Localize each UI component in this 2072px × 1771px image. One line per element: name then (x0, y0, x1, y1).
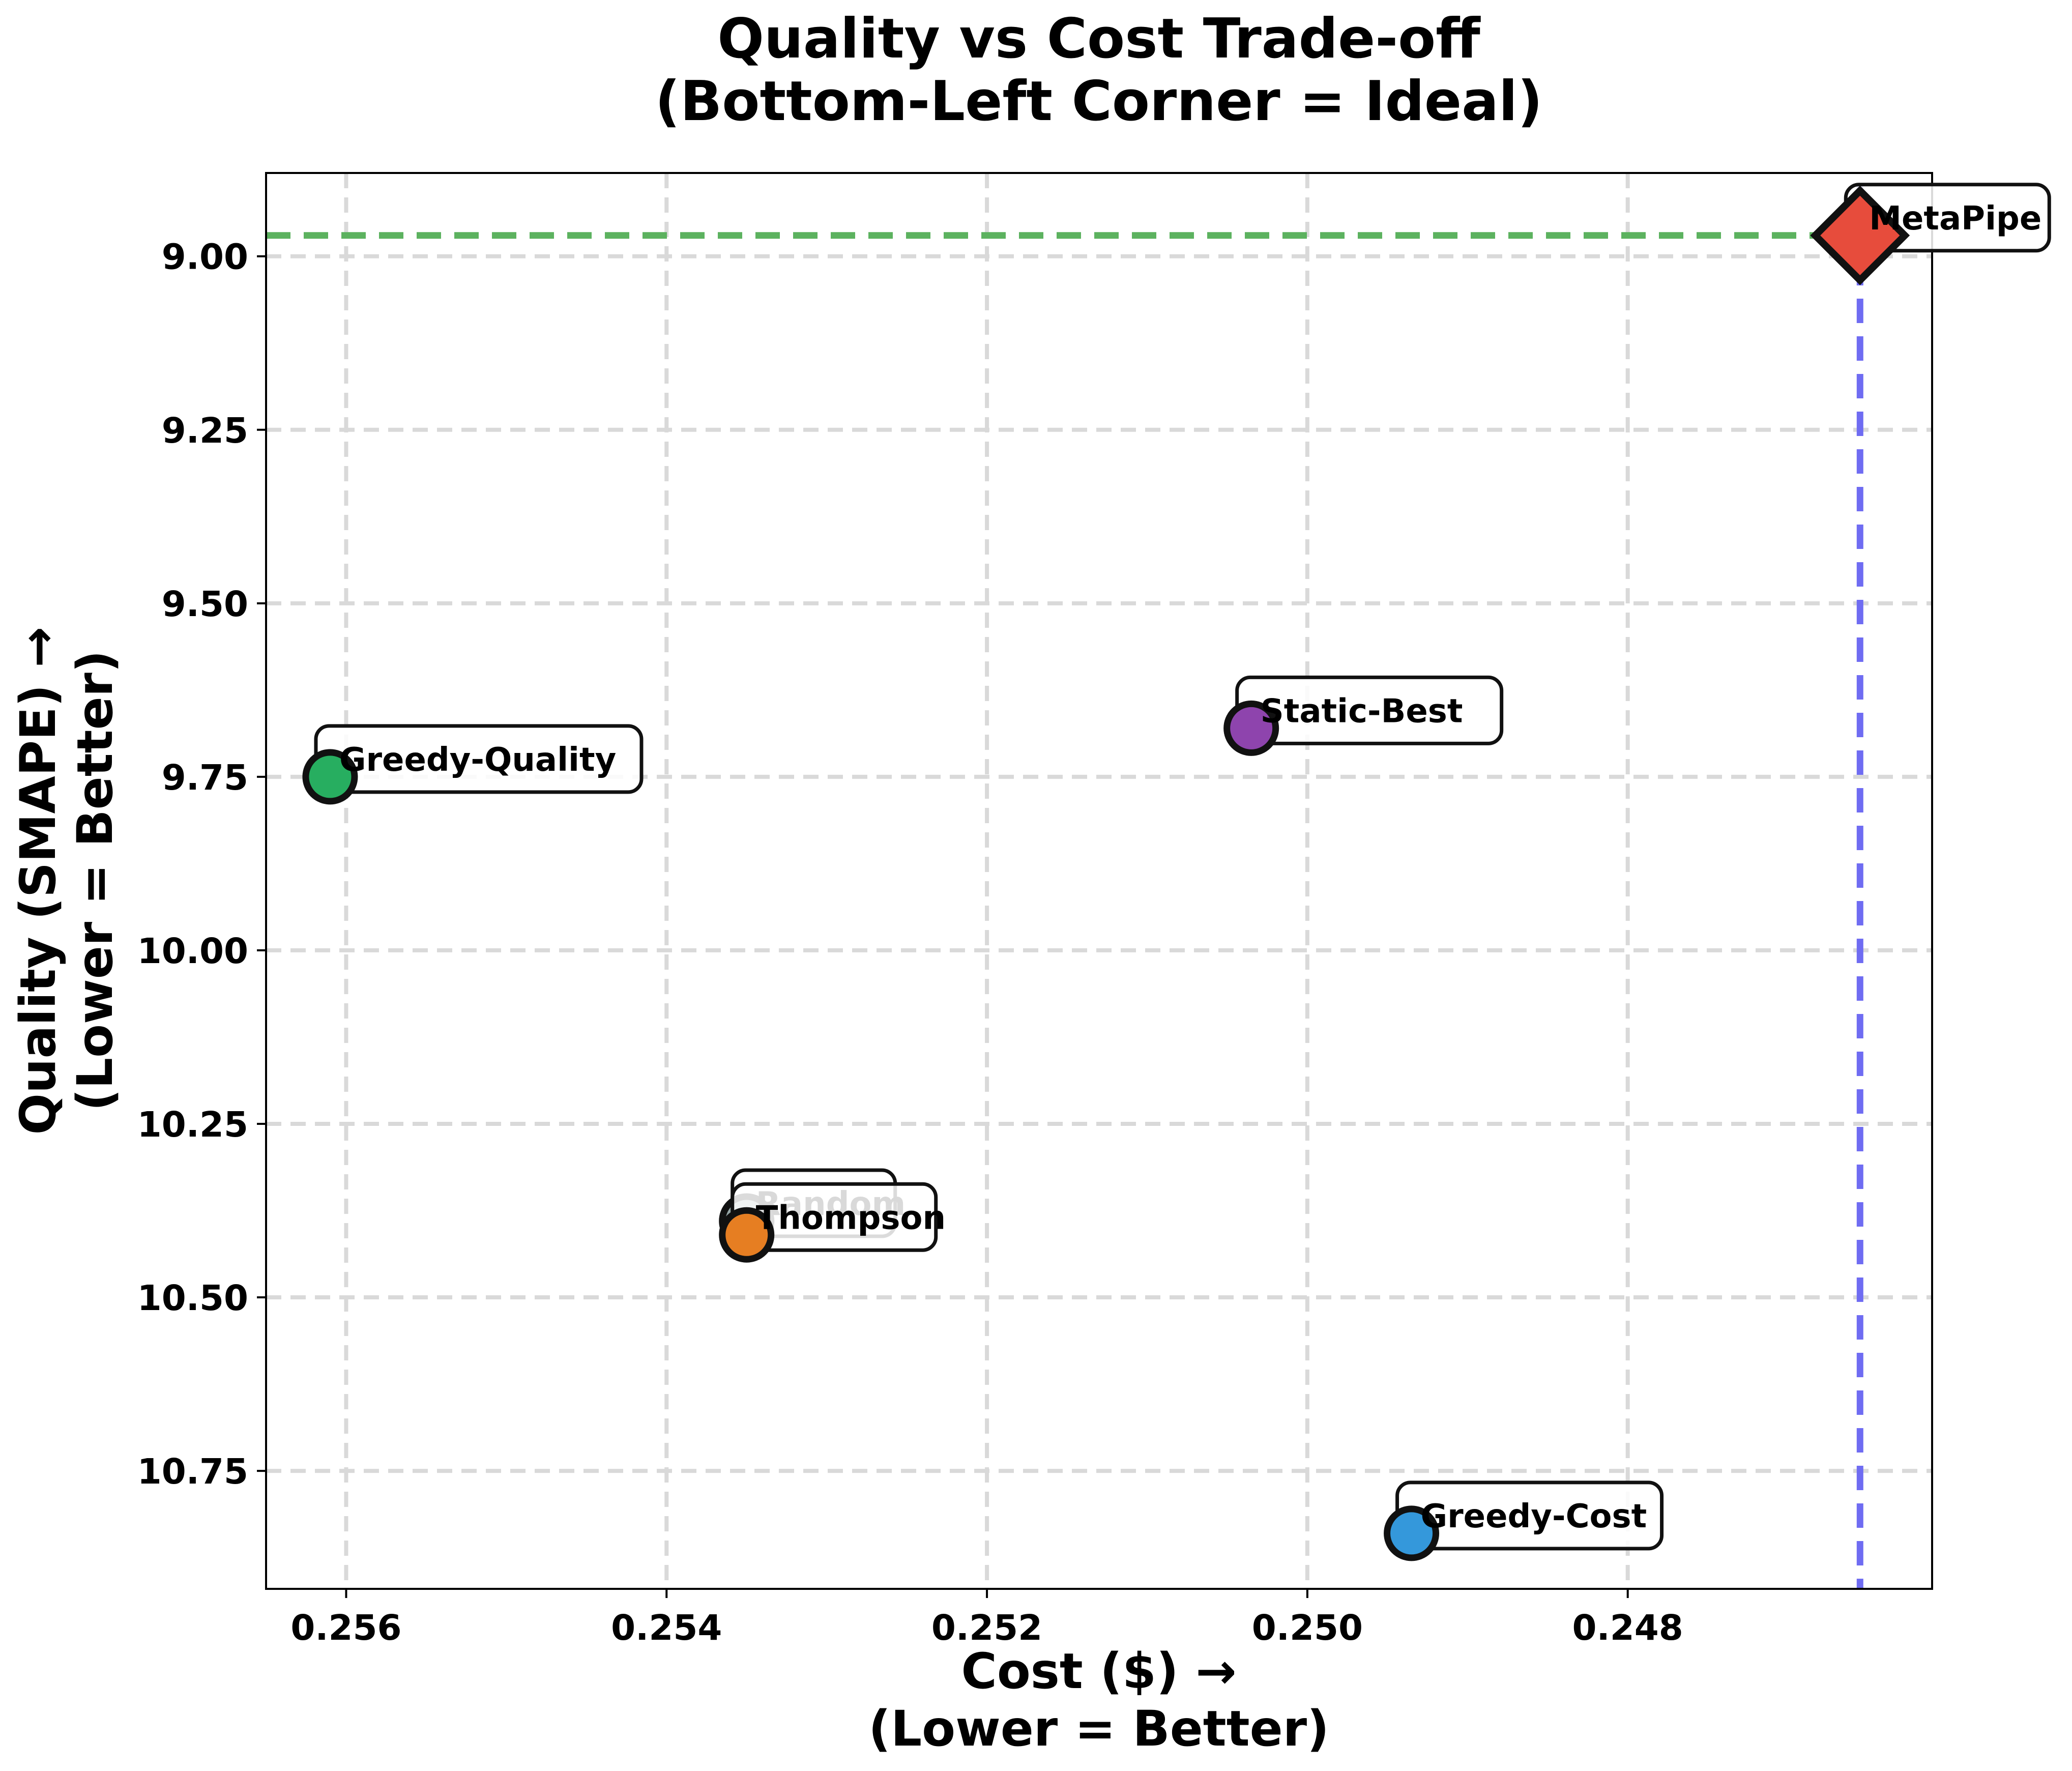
point-greedy-cost: Greedy-Cost (1384, 1480, 1664, 1561)
x-axis-label-line-1: Cost ($) → (961, 1643, 1236, 1700)
x-tick-label: 0.252 (931, 1608, 1042, 1648)
axis-ticks: 0.256 0.254 0.252 0.250 0.248 9.00 9.25 9.50 9.7… (137, 237, 1683, 1648)
point-marker-circle (1223, 700, 1279, 756)
y-tick-label: 10.25 (137, 1105, 248, 1145)
x-tick-label: 0.248 (1572, 1608, 1683, 1648)
y-tick-label: 9.25 (162, 411, 248, 451)
data-points: RandomGreedy-QualityStatic-BestThompsonG… (302, 183, 2051, 1561)
point-marker-circle (302, 749, 358, 805)
point-label-text: Thompson (756, 1199, 946, 1237)
point-label-text: Greedy-Quality (339, 741, 616, 779)
y-tick-label: 9.75 (162, 758, 248, 798)
chart-title-line-2: (Bottom-Left Corner = Ideal) (655, 70, 1543, 133)
chart-title-line-1: Quality vs Cost Trade-off (717, 7, 1481, 71)
x-tick-label: 0.250 (1252, 1608, 1363, 1648)
point-metapipe: MetaPipe (1810, 183, 2051, 285)
point-greedy-quality: Greedy-Quality (302, 724, 644, 805)
point-thompson: Thompson (719, 1182, 946, 1263)
y-axis-label-line-2: (Lower = Better) (67, 650, 124, 1111)
point-label-text: Greedy-Cost (1421, 1498, 1647, 1535)
y-tick-label: 9.00 (162, 237, 248, 278)
y-axis-label-line-1: Quality (SMAPE) → (10, 627, 67, 1135)
grid-lines (266, 173, 1932, 1589)
point-label-text: MetaPipe (1869, 200, 2041, 238)
plot-frame (265, 172, 1933, 1590)
x-axis-label-line-2: (Lower = Better) (868, 1700, 1329, 1757)
reference-lines (266, 186, 1863, 1589)
y-tick-label: 10.00 (137, 931, 248, 972)
point-marker-circle (1384, 1505, 1440, 1561)
y-tick-label: 10.75 (137, 1451, 248, 1492)
x-tick-label: 0.256 (290, 1608, 401, 1648)
point-static-best: Static-Best (1223, 675, 1504, 756)
y-tick-label: 10.50 (137, 1278, 248, 1319)
point-marker-circle (719, 1207, 775, 1263)
point-label-text: Static-Best (1261, 692, 1463, 730)
point-marker-diamond (1810, 185, 1910, 285)
y-tick-label: 9.50 (162, 584, 248, 625)
x-tick-label: 0.254 (611, 1608, 722, 1648)
